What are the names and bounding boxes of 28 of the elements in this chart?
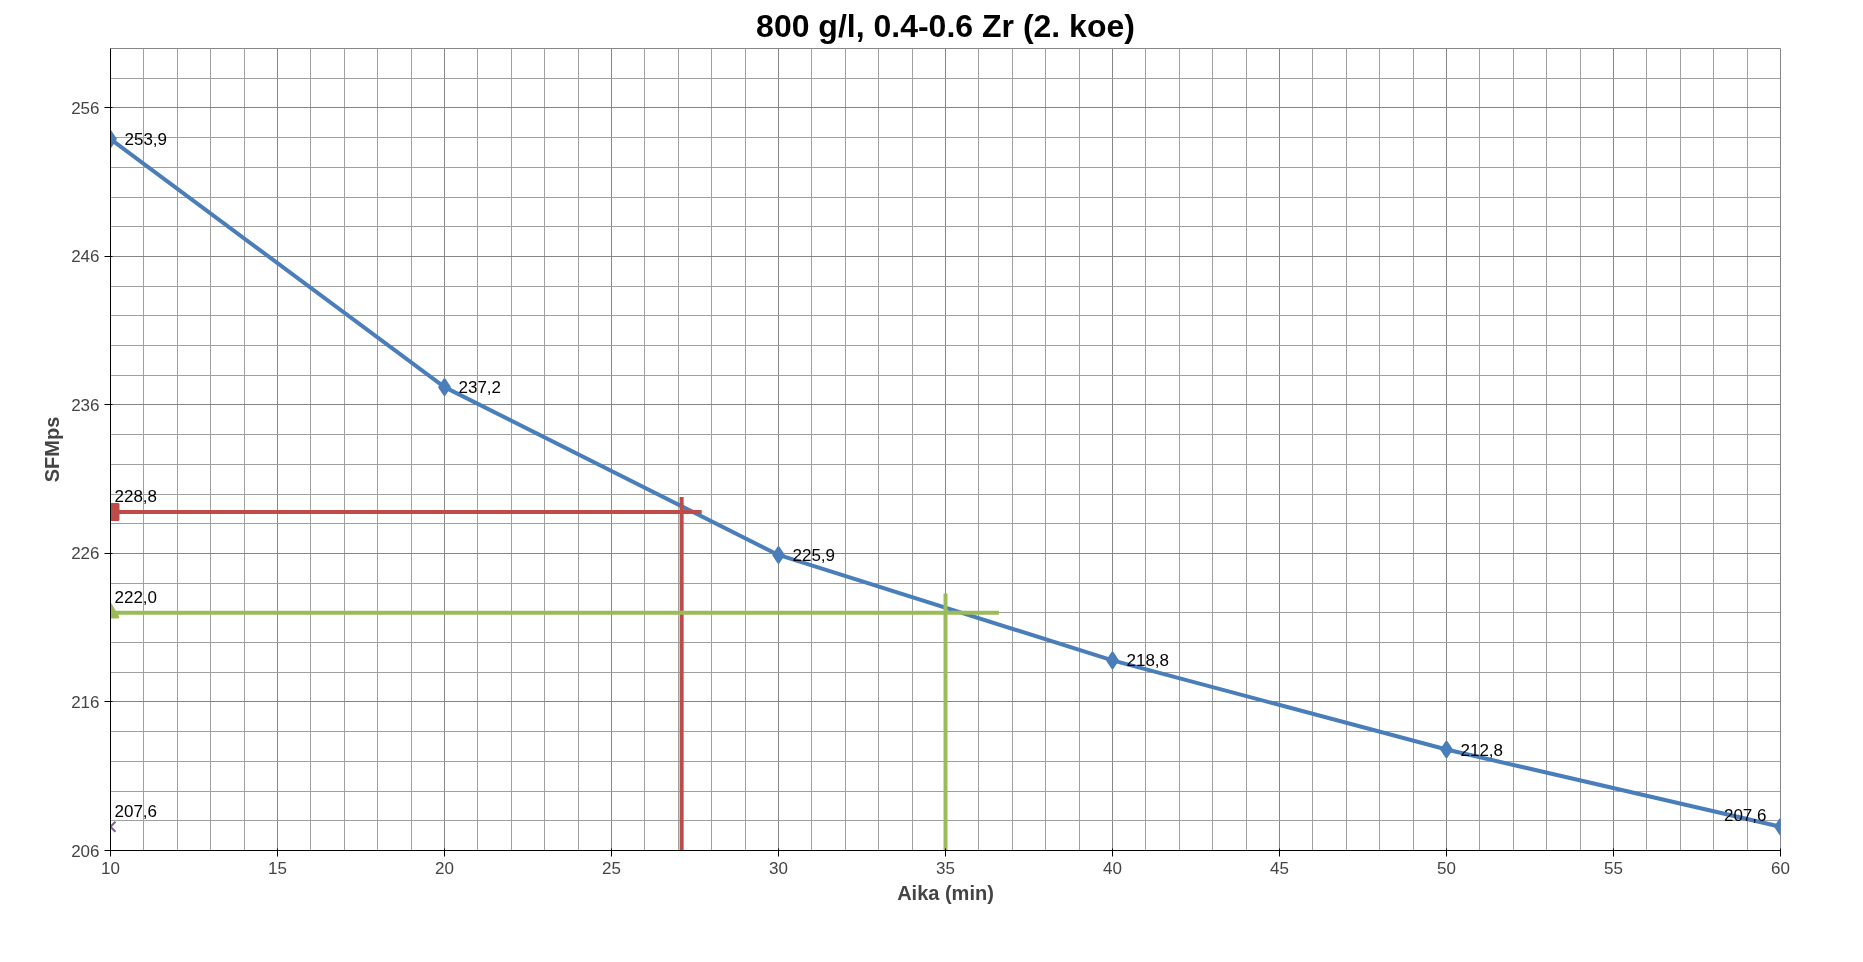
x-tick-label: 35: [936, 858, 955, 878]
x-tick-label: 10: [101, 858, 120, 878]
x-tick-label: 30: [769, 858, 788, 878]
y-tick-label: 216: [71, 692, 100, 712]
x-tick-label: 40: [1103, 858, 1122, 878]
chart-title: 800 g/l, 0.4-0.6 Zr (2. koe): [756, 7, 1135, 44]
data-label: 212,8: [1460, 740, 1504, 760]
data-label: 253,9: [124, 130, 168, 150]
y-tick-label: 236: [71, 395, 100, 415]
x-tick-label: 15: [268, 858, 287, 878]
x-tick-label: 60: [1771, 858, 1790, 878]
x-tick-label: 55: [1604, 858, 1623, 878]
y-tick-label: 206: [71, 841, 100, 861]
y-tick-label: 256: [71, 98, 100, 118]
x-tick-label: 50: [1437, 858, 1456, 878]
data-label: 218,8: [1126, 651, 1170, 671]
data-label: 237,2: [458, 378, 502, 398]
data-label: 225,9: [792, 545, 836, 565]
data-label: 228,8: [114, 486, 158, 506]
data-label: 222,0: [114, 587, 158, 607]
y-tick-label: 246: [71, 247, 100, 267]
data-label: 207,6: [114, 801, 158, 821]
y-tick-label: 226: [71, 544, 100, 564]
x-axis-title: Aika (min): [897, 881, 994, 904]
y-axis-title: SFMps: [41, 416, 64, 483]
x-tick-label: 20: [435, 858, 454, 878]
x-tick-label: 25: [602, 858, 621, 878]
x-tick-label: 45: [1270, 858, 1289, 878]
